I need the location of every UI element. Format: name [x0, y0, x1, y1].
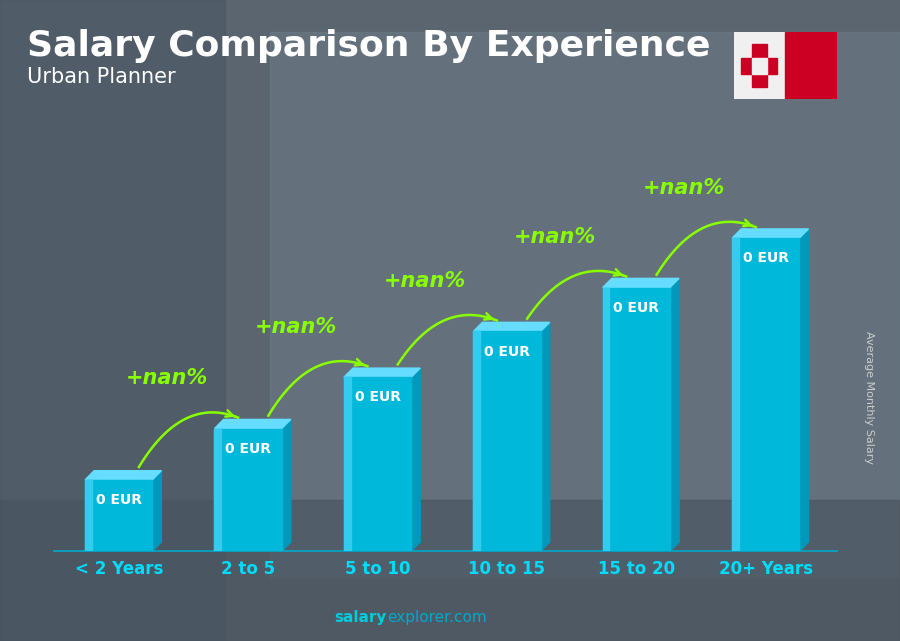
Polygon shape: [344, 368, 420, 378]
Text: 0 EUR: 0 EUR: [355, 390, 400, 404]
Polygon shape: [670, 278, 680, 551]
Polygon shape: [152, 470, 161, 551]
Polygon shape: [799, 229, 808, 551]
Text: explorer.com: explorer.com: [387, 610, 487, 625]
Polygon shape: [86, 470, 161, 480]
Bar: [270, 32, 900, 577]
Bar: [214, 429, 221, 551]
Text: 0 EUR: 0 EUR: [484, 345, 530, 358]
Bar: [603, 288, 609, 551]
Bar: [733, 238, 799, 551]
Bar: [742, 58, 778, 74]
Bar: [752, 44, 767, 87]
Text: Average Monthly Salary: Average Monthly Salary: [863, 331, 874, 464]
Bar: [344, 378, 351, 551]
Text: Salary Comparison By Experience: Salary Comparison By Experience: [27, 29, 710, 63]
Bar: [734, 32, 785, 99]
Bar: [473, 331, 480, 551]
Polygon shape: [541, 322, 550, 551]
Bar: [752, 58, 767, 74]
Polygon shape: [214, 419, 291, 429]
Text: salary: salary: [335, 610, 387, 625]
Text: Urban Planner: Urban Planner: [27, 67, 176, 87]
Text: 0 EUR: 0 EUR: [225, 442, 271, 456]
Text: 0 EUR: 0 EUR: [614, 301, 660, 315]
Bar: [344, 378, 411, 551]
Polygon shape: [733, 229, 808, 238]
Bar: [86, 480, 92, 551]
Bar: [86, 480, 152, 551]
Bar: [785, 32, 837, 99]
Bar: [603, 288, 670, 551]
Text: 0 EUR: 0 EUR: [742, 251, 788, 265]
Bar: [733, 238, 739, 551]
Text: +nan%: +nan%: [384, 271, 466, 291]
Text: 0 EUR: 0 EUR: [95, 493, 141, 507]
Polygon shape: [603, 278, 680, 288]
Polygon shape: [411, 368, 420, 551]
Text: +nan%: +nan%: [255, 317, 337, 337]
Bar: [0, 500, 900, 641]
Bar: [0, 0, 225, 641]
Bar: [473, 331, 541, 551]
Text: +nan%: +nan%: [514, 228, 596, 247]
Text: +nan%: +nan%: [125, 369, 208, 388]
Polygon shape: [282, 419, 291, 551]
Polygon shape: [473, 322, 550, 331]
Bar: [214, 429, 282, 551]
Text: +nan%: +nan%: [643, 178, 725, 198]
